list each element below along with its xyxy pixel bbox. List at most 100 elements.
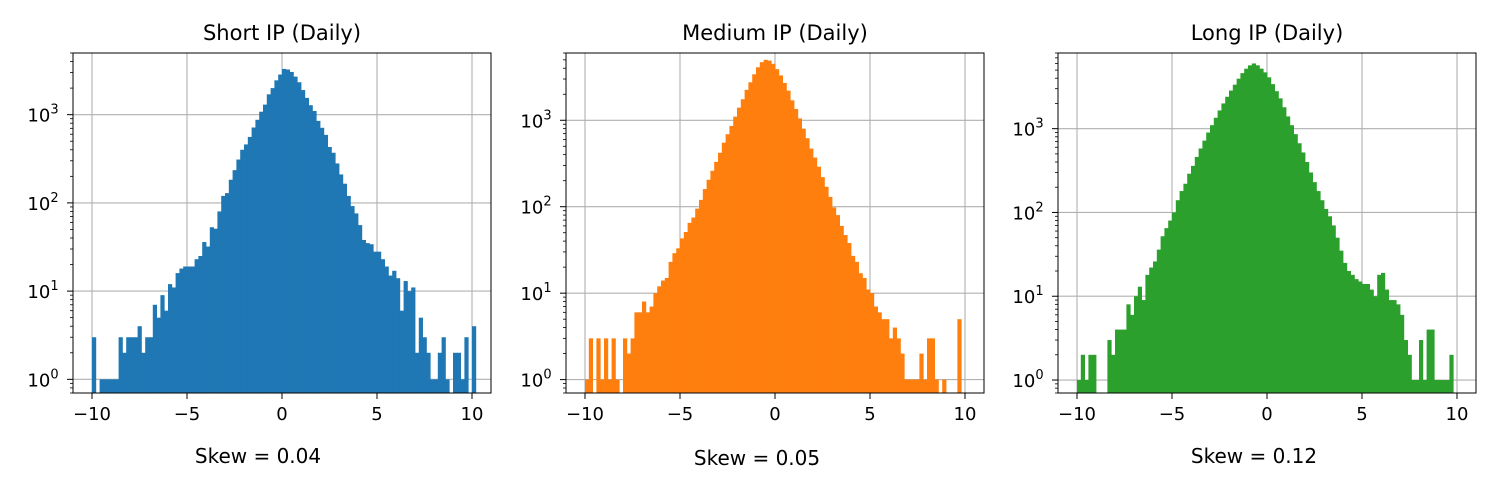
histogram-bar — [388, 275, 393, 393]
histogram-bar — [1126, 304, 1131, 393]
histogram-bar — [1172, 212, 1177, 393]
histogram-bar — [1080, 354, 1085, 393]
histogram-bar — [1187, 173, 1192, 393]
histogram-bar — [942, 379, 947, 393]
histogram-bar — [1407, 354, 1412, 393]
histogram-bar — [99, 379, 104, 393]
histogram-bar — [1320, 200, 1325, 393]
histogram-bar — [472, 326, 477, 393]
histogram-bar — [1179, 191, 1184, 393]
histogram-bar — [175, 273, 180, 393]
y-axis: 100 101 102 103 — [27, 52, 73, 394]
histogram-bar — [1346, 271, 1351, 393]
histogram-bar — [1270, 84, 1275, 394]
histogram-bar — [900, 353, 905, 393]
histogram-bar — [206, 246, 211, 393]
histogram-bar — [1153, 261, 1158, 393]
histogram-bar — [130, 337, 135, 393]
histogram-bar — [710, 170, 715, 393]
histogram-bar — [434, 379, 439, 393]
histogram-bar — [1206, 132, 1211, 393]
histogram-bar — [308, 105, 313, 394]
histogram-bar — [141, 352, 146, 393]
histogram-bar — [626, 353, 631, 393]
histogram-bar — [847, 243, 852, 393]
x-axis-label: Skew = 0.12 — [1191, 444, 1317, 468]
histogram-bar — [596, 338, 601, 393]
histogram-bar — [133, 337, 138, 393]
histogram-bar — [839, 225, 844, 393]
histogram-bar — [1141, 300, 1146, 393]
histogram-bar — [1316, 191, 1321, 393]
histogram-bar — [1384, 289, 1389, 393]
histogram-bar — [1240, 73, 1245, 394]
histogram-bar — [661, 280, 666, 393]
histogram-bar — [820, 177, 825, 393]
x-axis: −10 −5 0 5 10 — [566, 393, 976, 425]
histogram-bar — [1217, 110, 1222, 393]
histogram-bar — [339, 174, 344, 393]
x-axis-label: Skew = 0.05 — [694, 446, 820, 470]
histogram-bar — [695, 208, 700, 393]
y-tick-label: 101 — [1012, 284, 1043, 308]
histogram-bar — [464, 337, 469, 393]
histogram-bar — [664, 277, 669, 393]
histogram-bar — [111, 379, 116, 393]
histogram-bar — [103, 379, 108, 393]
histogram-bar — [1392, 300, 1397, 393]
histogram-bar — [232, 170, 237, 393]
histogram-bar — [923, 379, 928, 393]
histogram-bar — [1396, 304, 1401, 393]
histogram-bar — [782, 82, 787, 393]
histogram-bar — [301, 90, 306, 393]
histogram-bar — [896, 338, 901, 393]
histogram-bar — [282, 68, 287, 393]
y-tick-label: 101 — [27, 279, 58, 303]
histogram-bar — [1308, 172, 1313, 393]
histogram-bar — [392, 270, 397, 393]
x-axis-label: Skew = 0.04 — [195, 444, 321, 468]
histogram-bars — [92, 68, 477, 394]
histogram-bar — [1419, 340, 1424, 393]
histogram-bar — [699, 199, 704, 393]
histogram-bar — [1430, 329, 1435, 393]
histogram-bar — [1267, 77, 1272, 394]
histogram-bar — [331, 152, 336, 393]
histogram-bar — [676, 248, 681, 393]
histogram-bar — [1434, 380, 1439, 393]
histogram-bar — [149, 337, 154, 393]
y-tick-label: 101 — [520, 281, 551, 305]
histogram-bar — [415, 352, 420, 393]
histogram-bar — [1084, 380, 1089, 393]
histogram-bar — [642, 301, 647, 393]
histogram-bar — [892, 327, 897, 393]
histogram-bar — [320, 127, 325, 394]
histogram-bar — [114, 379, 119, 393]
histogram-bar — [209, 227, 214, 393]
histogram-bar — [1422, 380, 1427, 393]
histogram-bar — [611, 338, 616, 393]
histogram-bar — [585, 379, 590, 393]
histogram-bar — [1107, 340, 1112, 393]
histogram-bar — [194, 259, 199, 393]
histogram-bar — [919, 353, 924, 393]
histogram-bar — [934, 379, 939, 393]
histogram-bar — [1449, 354, 1454, 393]
histogram-bar — [164, 310, 169, 393]
histogram-bar — [706, 179, 711, 393]
histogram-bar — [118, 337, 123, 393]
histogram-bar — [304, 97, 309, 393]
histogram-bar — [418, 317, 423, 393]
y-tick-label: 102 — [27, 191, 58, 215]
x-tick-label: 10 — [954, 404, 977, 425]
histogram-bar — [733, 116, 738, 394]
histogram-bar — [380, 259, 385, 393]
histogram-bar — [190, 266, 195, 393]
histogram-bar — [1362, 283, 1367, 393]
histogram-bar — [377, 251, 382, 393]
histogram-bar — [778, 75, 783, 393]
histogram-bar — [824, 186, 829, 393]
histogram-bar — [718, 152, 723, 393]
histogram-bar — [407, 291, 412, 393]
